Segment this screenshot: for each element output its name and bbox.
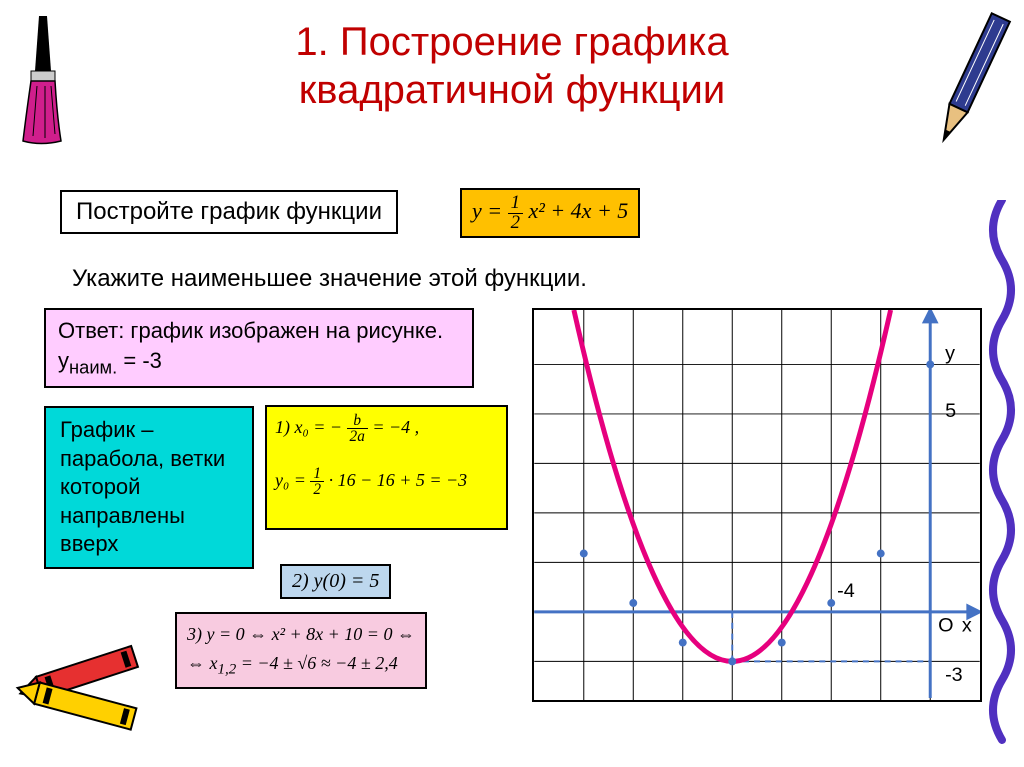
label-minus3: -3 bbox=[945, 664, 963, 686]
paintbrush-icon bbox=[10, 16, 72, 146]
pencil-icon bbox=[922, 10, 1012, 170]
chart-labels: y 5 -4 O x -3 bbox=[837, 342, 972, 686]
step2-text: 2) y(0) = 5 bbox=[292, 570, 379, 592]
step3-text: 3) y = 0 ⇔ x² + 8x + 10 = 0 ⇔⇔ x1,2 = −4… bbox=[187, 624, 415, 673]
parabola-note: График – парабола, ветки которой направл… bbox=[60, 417, 225, 556]
main-formula: y = 12 x² + 4x + 5 bbox=[472, 198, 628, 223]
chart-axes bbox=[534, 310, 979, 698]
label-5: 5 bbox=[945, 400, 956, 422]
title-line-1: 1. Построение графика bbox=[295, 20, 728, 64]
subtitle-box: Постройте график функции bbox=[60, 190, 398, 234]
label-minus4: -4 bbox=[837, 580, 855, 602]
squiggle-icon bbox=[984, 200, 1020, 750]
answer-box: Ответ: график изображен на рисунке. yнаи… bbox=[44, 308, 474, 388]
page-title: 1. Построение графика квадратичной функц… bbox=[0, 0, 1024, 114]
origin-label: O bbox=[938, 615, 953, 637]
chart-grid bbox=[534, 310, 979, 700]
step1-box: 1) x₀ = − b2a = −4 ,y₀ = 12 · 16 − 16 + … bbox=[265, 405, 508, 530]
crayons-icon bbox=[10, 617, 160, 747]
title-line-2: квадратичной функции bbox=[299, 68, 725, 112]
instruction-text: Укажите наименьшее значение этой функции… bbox=[72, 265, 587, 293]
parabola-chart: y 5 -4 O x -3 bbox=[532, 308, 982, 702]
step1-text: 1) x₀ = − b2a = −4 ,y₀ = 12 · 16 − 16 + … bbox=[275, 417, 467, 490]
x-axis-label: x bbox=[962, 615, 972, 637]
step2-box: 2) y(0) = 5 bbox=[280, 564, 391, 599]
y-axis-label: y bbox=[945, 342, 955, 364]
subtitle-text: Постройте график функции bbox=[76, 198, 382, 225]
step3-box: 3) y = 0 ⇔ x² + 8x + 10 = 0 ⇔⇔ x1,2 = −4… bbox=[175, 612, 427, 689]
chart-svg: y 5 -4 O x -3 bbox=[534, 310, 980, 700]
answer-text: Ответ: график изображен на рисунке. yнаи… bbox=[58, 318, 443, 373]
main-formula-box: y = 12 x² + 4x + 5 bbox=[460, 188, 640, 238]
parabola-note-box: График – парабола, ветки которой направл… bbox=[44, 406, 254, 569]
